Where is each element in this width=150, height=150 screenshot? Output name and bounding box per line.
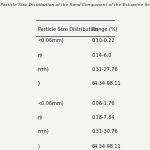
Text: Table 3: Particle Size Distribution of the Sand Component of the Estuarine Sedim: Table 3: Particle Size Distribution of t… (0, 3, 150, 7)
Text: 64.34-98.11: 64.34-98.11 (92, 144, 122, 149)
Text: 0.31-30.76: 0.31-30.76 (92, 129, 119, 134)
Text: 0.06-1.76: 0.06-1.76 (92, 101, 116, 106)
Text: mm): mm) (38, 67, 49, 72)
Text: n): n) (38, 115, 43, 120)
Text: 0.31-27.76: 0.31-27.76 (92, 67, 119, 72)
Text: n): n) (38, 53, 43, 58)
Text: ): ) (38, 144, 40, 149)
Text: 0.10-0.22: 0.10-0.22 (92, 38, 116, 43)
Text: Particle Size Distribution: Particle Size Distribution (38, 27, 98, 32)
Text: <0.06mm): <0.06mm) (38, 101, 64, 106)
Text: 0.14-6.0: 0.14-6.0 (92, 53, 112, 58)
Text: mm): mm) (38, 129, 49, 134)
Text: Range (%): Range (%) (92, 27, 117, 32)
Text: <0.06mm): <0.06mm) (38, 38, 64, 43)
Text: ): ) (38, 81, 40, 86)
Text: 64.34-98.11: 64.34-98.11 (92, 81, 122, 86)
Text: 0.18-7.84: 0.18-7.84 (92, 115, 116, 120)
